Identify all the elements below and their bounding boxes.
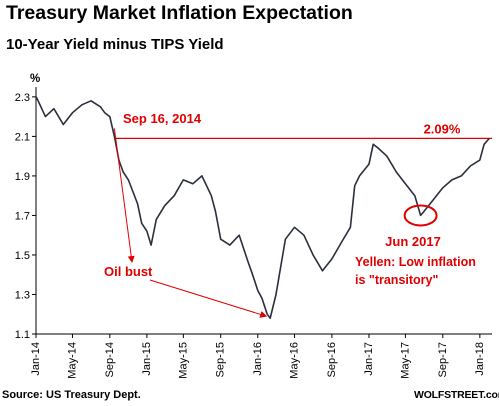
chart-subtitle: 10-Year Yield minus TIPS Yield bbox=[6, 36, 224, 53]
x-tick-label: Sep-15 bbox=[215, 342, 227, 377]
y-tick-label: 1.9 bbox=[15, 171, 30, 183]
y-tick-label: 2.1 bbox=[15, 131, 30, 143]
x-tick-label: Sep-17 bbox=[437, 342, 449, 377]
x-tick-label: Jan-17 bbox=[363, 342, 375, 376]
x-tick-label: Jan-15 bbox=[141, 342, 153, 376]
brand-logo-text: WOLFSTREET.com bbox=[414, 389, 499, 401]
x-tick-label: May-17 bbox=[399, 342, 411, 379]
highlight-circle bbox=[403, 204, 438, 227]
chart-axes: 1.1 1.3 1.5 1.7 1.9 2.1 2.3 Jan-14 May-14 Sep-14 J… bbox=[15, 87, 492, 379]
x-tick-label: May-14 bbox=[66, 342, 78, 379]
x-tick-label: May-16 bbox=[289, 342, 301, 379]
arrow-to-oil-bust bbox=[113, 128, 135, 263]
x-tick-label: Jan-14 bbox=[30, 342, 42, 376]
source-note: Source: US Treasury Dept. bbox=[2, 389, 141, 401]
annotation-yellen-line2: is "transitory" bbox=[355, 273, 438, 287]
annotation-jun-2017: Jun 2017 bbox=[385, 234, 441, 249]
x-tick-label: Sep-14 bbox=[104, 342, 116, 377]
annotation-current-value: 2.09% bbox=[424, 121, 461, 136]
y-unit-label: % bbox=[30, 73, 41, 85]
y-tick-label: 1.7 bbox=[15, 210, 30, 222]
x-tick-label: Jan-18 bbox=[474, 342, 486, 376]
y-tick-label: 1.3 bbox=[15, 289, 30, 301]
y-tick-label: 1.5 bbox=[15, 250, 30, 262]
series-line bbox=[35, 96, 490, 319]
y-tick-label: 2.3 bbox=[15, 92, 30, 104]
arrow-to-oil-low bbox=[149, 279, 268, 318]
annotation-sep-2014: Sep 16, 2014 bbox=[123, 111, 202, 126]
series-group bbox=[35, 96, 490, 319]
annotation-yellen-line1: Yellen: Low inflation bbox=[355, 255, 476, 269]
chart-title: Treasury Market Inflation Expectation bbox=[6, 2, 353, 24]
y-tick-label: 1.1 bbox=[15, 329, 30, 341]
x-tick-label: May-15 bbox=[177, 342, 189, 379]
x-tick-label: Jan-16 bbox=[252, 342, 264, 376]
x-tick-label: Sep-16 bbox=[326, 342, 338, 377]
annotations-group: Sep 16, 2014 2.09% Oil bust Jun 2017 Yellen:… bbox=[104, 111, 476, 318]
annotation-oil-bust: Oil bust bbox=[104, 264, 153, 279]
